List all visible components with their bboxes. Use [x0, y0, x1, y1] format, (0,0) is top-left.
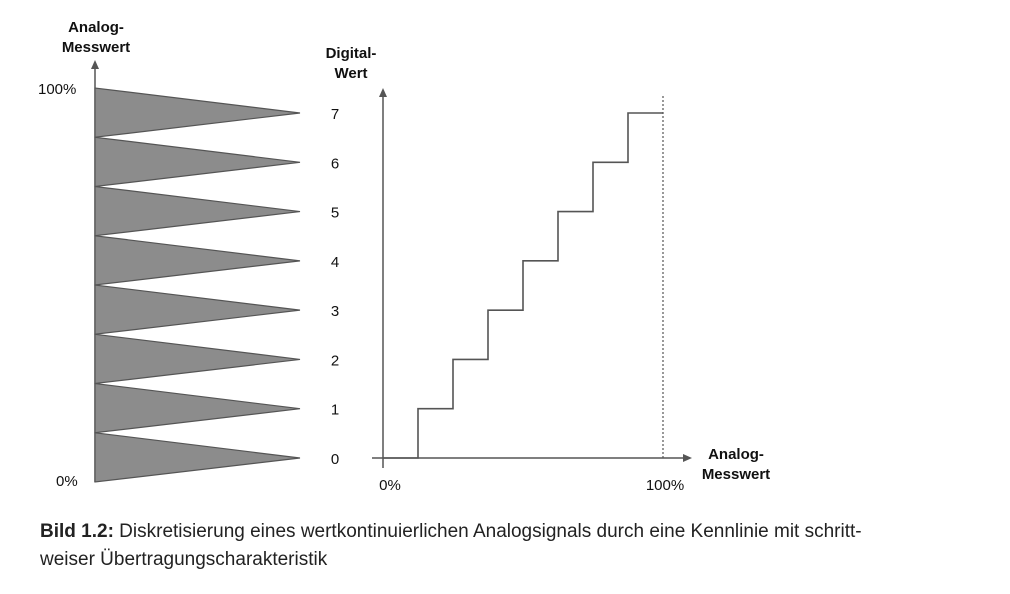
quantization-triangle	[94, 136, 301, 188]
quantization-triangle	[94, 284, 301, 335]
quantization-triangle	[94, 333, 301, 385]
quantization-triangle	[94, 87, 301, 138]
digital-axis-title-line2: Wert	[334, 65, 367, 82]
digital-level-label: 5	[331, 205, 339, 222]
digital-level-label: 2	[331, 352, 339, 369]
left-axis-0-label: 0%	[56, 473, 78, 490]
figure-caption: Bild 1.2: Diskretisierung eines wertkont…	[40, 518, 990, 574]
digital-level-label: 1	[331, 402, 339, 419]
x-axis-title-line1: Analog-	[708, 446, 764, 463]
digital-level-label: 0	[331, 451, 339, 468]
left-axis-100-label: 100%	[38, 81, 76, 98]
quantization-triangle	[94, 382, 301, 434]
quantization-figure: Analog- Messwert 100% 0% 0 1 2 3 4 5 6 7 Digita…	[38, 19, 770, 494]
left-axis-title-line1: Analog-	[68, 19, 124, 36]
quantization-triangle	[94, 235, 301, 286]
digital-level-labels: 0 1 2 3 4 5 6 7	[331, 106, 339, 468]
digital-level-label: 3	[331, 303, 339, 320]
caption-number: Bild 1.2:	[40, 521, 114, 542]
quantization-triangle	[94, 432, 301, 483]
x-axis-0-label: 0%	[379, 477, 401, 494]
digital-axis-title-line1: Digital-	[326, 45, 377, 62]
caption-text-line2: weiser Übertragungscharakteristik	[40, 549, 328, 570]
left-axis-title-line2: Messwert	[62, 39, 130, 56]
x-axis-100-label: 100%	[646, 477, 684, 494]
x-axis-title-line2: Messwert	[702, 466, 770, 483]
digital-level-label: 6	[331, 155, 339, 172]
quantization-triangles	[94, 87, 301, 483]
quantization-triangle	[94, 185, 301, 237]
caption-text-line1: Diskretisierung eines wertkontinuierlich…	[113, 521, 862, 542]
digital-level-label: 7	[331, 106, 339, 123]
digital-level-label: 4	[331, 254, 339, 271]
step-characteristic-line	[383, 112, 663, 459]
